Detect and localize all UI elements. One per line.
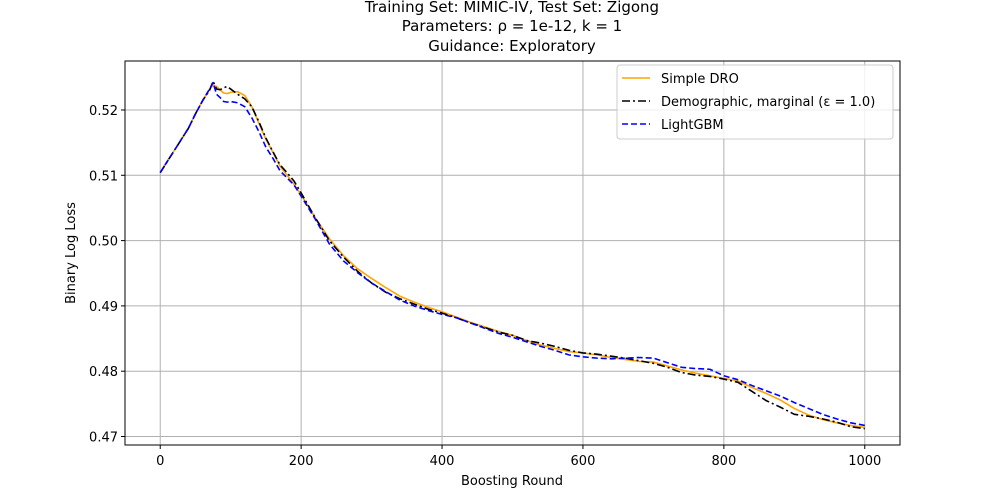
- chart-title-line-3: Guidance: Exploratory: [428, 37, 596, 55]
- y-tick-label: 0.51: [89, 169, 118, 184]
- chart-title: Training Set: MIMIC-IV, Test Set: Zigong…: [364, 0, 659, 55]
- legend-label-simple-dro: Simple DRO: [661, 72, 739, 87]
- legend-label-lightgbm: LightGBM: [661, 118, 724, 133]
- x-tick-label: 0: [156, 454, 164, 469]
- chart-title-line-1: Training Set: MIMIC-IV, Test Set: Zigong: [364, 0, 659, 16]
- y-tick-label: 0.49: [89, 300, 118, 315]
- series-line-lightgbm: [159, 81, 865, 427]
- plot-series: [159, 80, 865, 430]
- chart-title-line-2: Parameters: ρ = 1e-12, k = 1: [402, 17, 622, 35]
- legend-box: [616, 64, 894, 140]
- y-tick-label: 0.48: [89, 365, 118, 380]
- legend: Simple DRO Demographic, marginal (ε = 1.…: [616, 64, 894, 140]
- x-tick-label: 200: [289, 454, 314, 469]
- legend-label-demographic-marginal: Demographic, marginal (ε = 1.0): [661, 95, 875, 110]
- x-tick-label: 1000: [848, 454, 881, 469]
- x-axis-label: Boosting Round: [461, 474, 563, 489]
- x-axis-ticks: 0 200 400 600 800 1000: [156, 445, 881, 469]
- y-axis-label: Binary Log Loss: [64, 202, 79, 304]
- y-tick-label: 0.52: [89, 104, 118, 119]
- x-tick-label: 600: [571, 454, 596, 469]
- series-line-simple-dro: [159, 84, 865, 429]
- series-line-demographic-marginal: [159, 80, 865, 430]
- x-tick-label: 800: [711, 454, 736, 469]
- y-axis-ticks: 0.47 0.48 0.49 0.50 0.51 0.52: [89, 104, 125, 446]
- y-tick-label: 0.50: [89, 235, 118, 250]
- x-tick-label: 400: [430, 454, 455, 469]
- y-tick-label: 0.47: [89, 431, 118, 446]
- plot-frame: [124, 60, 901, 446]
